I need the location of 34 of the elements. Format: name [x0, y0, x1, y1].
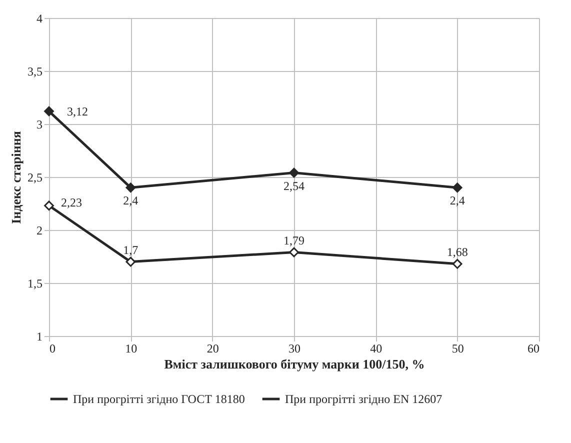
point [44, 106, 54, 116]
data-label: 2,23 [61, 196, 82, 210]
point [126, 182, 136, 193]
y-tick-label: 3 [36, 118, 42, 132]
x-tick-label: 0 [50, 342, 56, 356]
point [452, 258, 462, 269]
data-label: 2,4 [123, 194, 138, 208]
data-label: 1,79 [284, 233, 304, 248]
x-tick-label: 10 [125, 342, 138, 356]
point [289, 168, 299, 178]
y-tick-label: 3,5 [28, 64, 42, 78]
x-tick-label: 40 [370, 342, 382, 356]
y-tick-label: 4 [36, 12, 42, 26]
x-tick-label: 60 [528, 342, 540, 356]
x-tick-label: 50 [452, 342, 464, 356]
legend-label: При прогрітті згідно ГОСТ 18180 [73, 392, 245, 406]
data-label: 2,4 [450, 194, 465, 208]
y-tick-label: 2 [36, 224, 42, 238]
y-axis-title: Індекс старіння [8, 131, 24, 224]
y-tick-label: 1 [36, 330, 42, 344]
x-axis-title: Вміст залишкового бітуму марки 100/150, % [164, 356, 425, 372]
data-label: 3,12 [67, 104, 88, 118]
legend-label: При прогрітті згідно EN 12607 [285, 392, 442, 406]
point [126, 256, 136, 267]
y-tick-label: 2,5 [28, 170, 42, 184]
point [289, 247, 299, 258]
y-tick-label: 1,5 [28, 276, 42, 290]
x-tick-label: 30 [288, 342, 300, 356]
data-label: 2,54 [284, 178, 304, 193]
point [44, 200, 54, 211]
point [452, 182, 462, 193]
data-label: 1,7 [123, 242, 138, 257]
data-label: 1,68 [446, 244, 468, 259]
x-tick-label: 20 [206, 342, 219, 356]
